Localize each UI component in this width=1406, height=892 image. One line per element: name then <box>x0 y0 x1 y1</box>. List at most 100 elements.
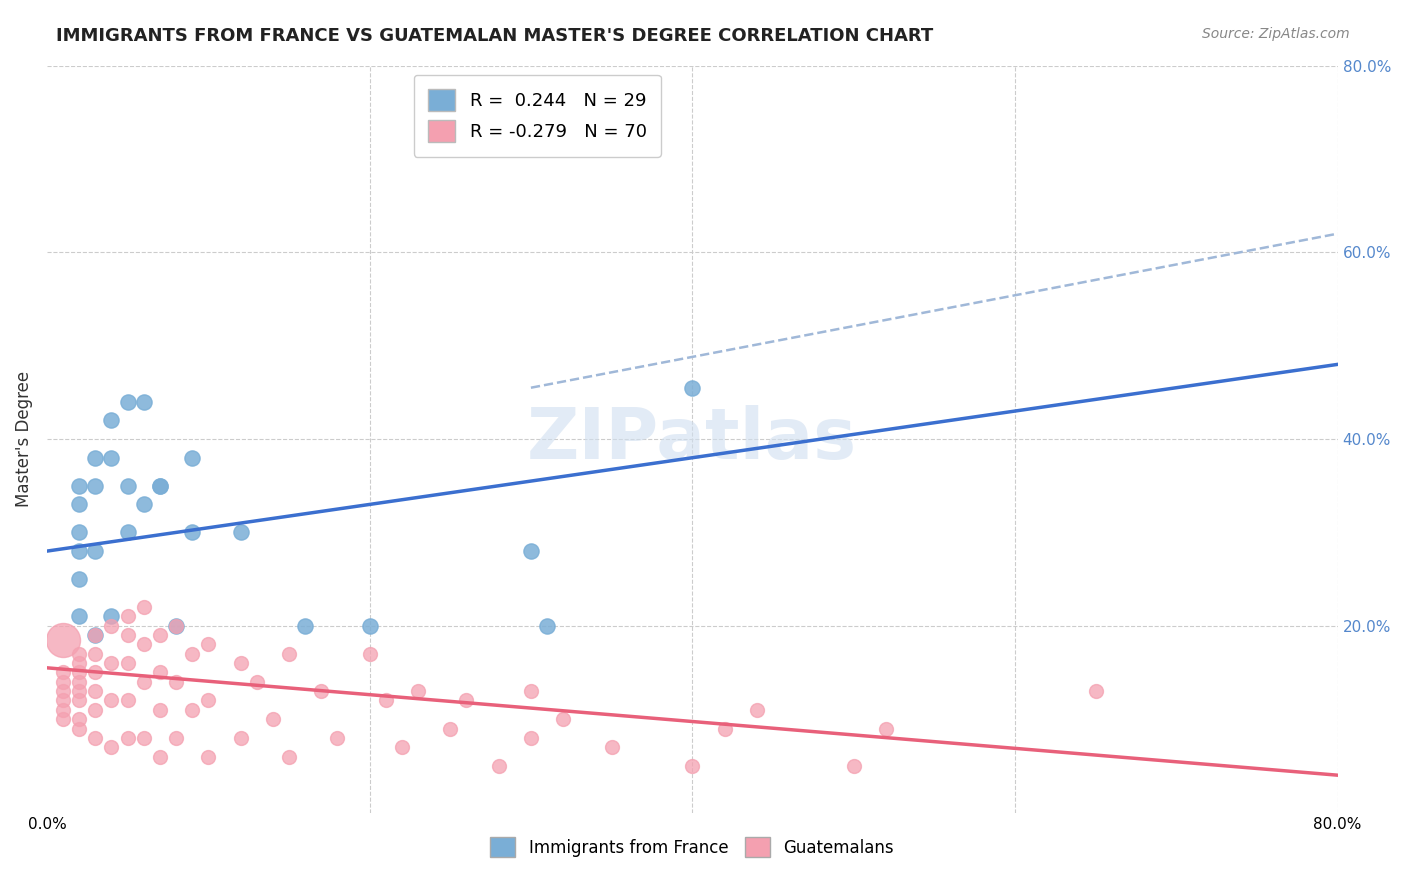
Point <box>681 381 703 395</box>
Point <box>67 525 90 540</box>
Point <box>456 693 478 707</box>
Point <box>132 731 155 745</box>
Point <box>149 703 172 717</box>
Point <box>132 394 155 409</box>
Point <box>132 674 155 689</box>
Point <box>67 647 90 661</box>
Point <box>84 544 107 558</box>
Point <box>1084 684 1107 698</box>
Point <box>52 674 75 689</box>
Point <box>520 133 543 147</box>
Point <box>536 619 558 633</box>
Point <box>229 525 252 540</box>
Point <box>117 479 139 493</box>
Point <box>197 749 219 764</box>
Point <box>842 759 865 773</box>
Legend: R =  0.244   N = 29, R = -0.279   N = 70: R = 0.244 N = 29, R = -0.279 N = 70 <box>413 75 661 157</box>
Text: ZIPatlas: ZIPatlas <box>527 405 858 474</box>
Point <box>681 759 703 773</box>
Point <box>520 731 543 745</box>
Point <box>100 656 122 670</box>
Y-axis label: Master's Degree: Master's Degree <box>15 371 32 508</box>
Point <box>149 479 172 493</box>
Point <box>100 619 122 633</box>
Point <box>374 693 396 707</box>
Point <box>359 619 381 633</box>
Point <box>181 703 204 717</box>
Point <box>84 647 107 661</box>
Point <box>52 712 75 726</box>
Point <box>149 479 172 493</box>
Text: IMMIGRANTS FROM FRANCE VS GUATEMALAN MASTER'S DEGREE CORRELATION CHART: IMMIGRANTS FROM FRANCE VS GUATEMALAN MAS… <box>56 27 934 45</box>
Point <box>67 674 90 689</box>
Point <box>309 684 332 698</box>
Point <box>117 656 139 670</box>
Point <box>277 647 299 661</box>
Point <box>117 609 139 624</box>
Point <box>132 600 155 615</box>
Point <box>488 759 510 773</box>
Point <box>745 703 768 717</box>
Point <box>391 740 413 755</box>
Point <box>84 731 107 745</box>
Point <box>149 749 172 764</box>
Point <box>52 684 75 698</box>
Point <box>229 656 252 670</box>
Point <box>277 749 299 764</box>
Point <box>117 628 139 642</box>
Point <box>181 525 204 540</box>
Point <box>197 638 219 652</box>
Text: Source: ZipAtlas.com: Source: ZipAtlas.com <box>1202 27 1350 41</box>
Point <box>520 684 543 698</box>
Point <box>67 684 90 698</box>
Point <box>100 609 122 624</box>
Point <box>181 450 204 465</box>
Point <box>294 619 316 633</box>
Point <box>149 665 172 680</box>
Point <box>197 693 219 707</box>
Point <box>326 731 349 745</box>
Point <box>262 712 284 726</box>
Point <box>165 619 187 633</box>
Point <box>100 693 122 707</box>
Point <box>52 703 75 717</box>
Point <box>67 544 90 558</box>
Point <box>246 674 269 689</box>
Point <box>100 413 122 427</box>
Point <box>84 628 107 642</box>
Point <box>100 450 122 465</box>
Point <box>67 665 90 680</box>
Point <box>67 479 90 493</box>
Point <box>67 498 90 512</box>
Point <box>181 647 204 661</box>
Point <box>52 665 75 680</box>
Point <box>52 693 75 707</box>
Point <box>117 394 139 409</box>
Point <box>439 722 461 736</box>
Point <box>165 619 187 633</box>
Point <box>553 712 575 726</box>
Point <box>84 479 107 493</box>
Point <box>132 498 155 512</box>
Point <box>600 740 623 755</box>
Point <box>132 638 155 652</box>
Point <box>100 740 122 755</box>
Point <box>406 684 429 698</box>
Point <box>149 628 172 642</box>
Point <box>165 731 187 745</box>
Point <box>84 703 107 717</box>
Point <box>229 731 252 745</box>
Point <box>67 656 90 670</box>
Point <box>84 665 107 680</box>
Point <box>67 722 90 736</box>
Point <box>165 674 187 689</box>
Point <box>117 693 139 707</box>
Point <box>520 544 543 558</box>
Point <box>117 525 139 540</box>
Point <box>875 722 897 736</box>
Point <box>359 647 381 661</box>
Point <box>52 632 75 647</box>
Point <box>67 712 90 726</box>
Point <box>84 450 107 465</box>
Point <box>84 684 107 698</box>
